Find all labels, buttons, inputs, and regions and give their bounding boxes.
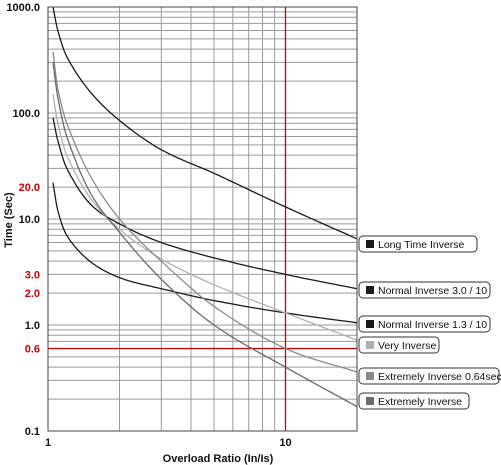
legend-label: Normal Inverse 3.0 / 10 — [378, 285, 487, 297]
legend-box — [358, 281, 491, 299]
series-curve-3 — [52, 182, 358, 324]
y-axis-title: Time (Sec) — [3, 192, 15, 248]
y-tick-label: 0.1 — [25, 426, 40, 438]
legend: Long Time Inverse Normal Inverse 3.0 / 10… — [358, 235, 501, 410]
legend-swatch — [366, 341, 374, 349]
legend-swatch — [366, 372, 374, 380]
legend-item: Extremely Inverse 0.64sec — [358, 367, 501, 385]
y-tick-label: 100.0 — [12, 108, 40, 120]
legend-box — [358, 336, 440, 354]
series-curve-6 — [52, 62, 358, 408]
legend-label: Extremely Inverse — [378, 396, 462, 408]
reference-lines — [48, 7, 357, 431]
plot-frame — [47, 6, 358, 432]
y-tick-labels: 1000.0 100.0 20.0 10.0 3.0 2.0 1.0 0.6 0.1 — [6, 2, 40, 438]
grid-lines — [47, 6, 358, 432]
legend-item: Very Inverse — [358, 336, 440, 354]
legend-label: Very Inverse — [378, 340, 437, 352]
legend-item: Extremely Inverse — [358, 392, 470, 410]
legend-item: Long Time Inverse — [358, 235, 478, 253]
y-tick-label: 1000.0 — [6, 2, 40, 14]
series-curve-1 — [52, 6, 358, 240]
x-tick-labels: 1 10 — [45, 437, 292, 449]
legend-item: Normal Inverse 3.0 / 10 — [358, 281, 491, 299]
legend-label: Normal Inverse 1.3 / 10 — [378, 319, 487, 331]
y-tick-label: 10.0 — [19, 214, 40, 226]
y-tick-label: 20.0 — [19, 182, 40, 194]
legend-swatch — [366, 286, 374, 294]
legend-swatch — [366, 240, 374, 248]
series-curve-4 — [52, 94, 358, 341]
series-curve-2 — [52, 117, 358, 290]
legend-box — [358, 367, 500, 385]
x-tick-label: 1 — [45, 437, 51, 449]
legend-box — [358, 315, 491, 333]
legend-box — [358, 392, 470, 410]
y-tick-label: 0.6 — [25, 344, 40, 356]
legend-swatch — [366, 397, 374, 405]
x-axis-title: Overload Ratio (In/Is) — [163, 453, 274, 465]
legend-label: Extremely Inverse 0.64sec — [378, 371, 501, 383]
series-curve-5 — [52, 51, 358, 373]
legend-label: Long Time Inverse — [378, 239, 465, 251]
legend-swatch — [366, 320, 374, 328]
y-tick-label: 1.0 — [25, 320, 40, 332]
legend-box — [358, 235, 478, 253]
series-curves — [52, 6, 358, 408]
y-tick-label: 3.0 — [25, 269, 40, 281]
x-tick-label: 10 — [279, 437, 291, 449]
y-tick-label: 2.0 — [25, 288, 40, 300]
legend-item: Normal Inverse 1.3 / 10 — [358, 315, 491, 333]
